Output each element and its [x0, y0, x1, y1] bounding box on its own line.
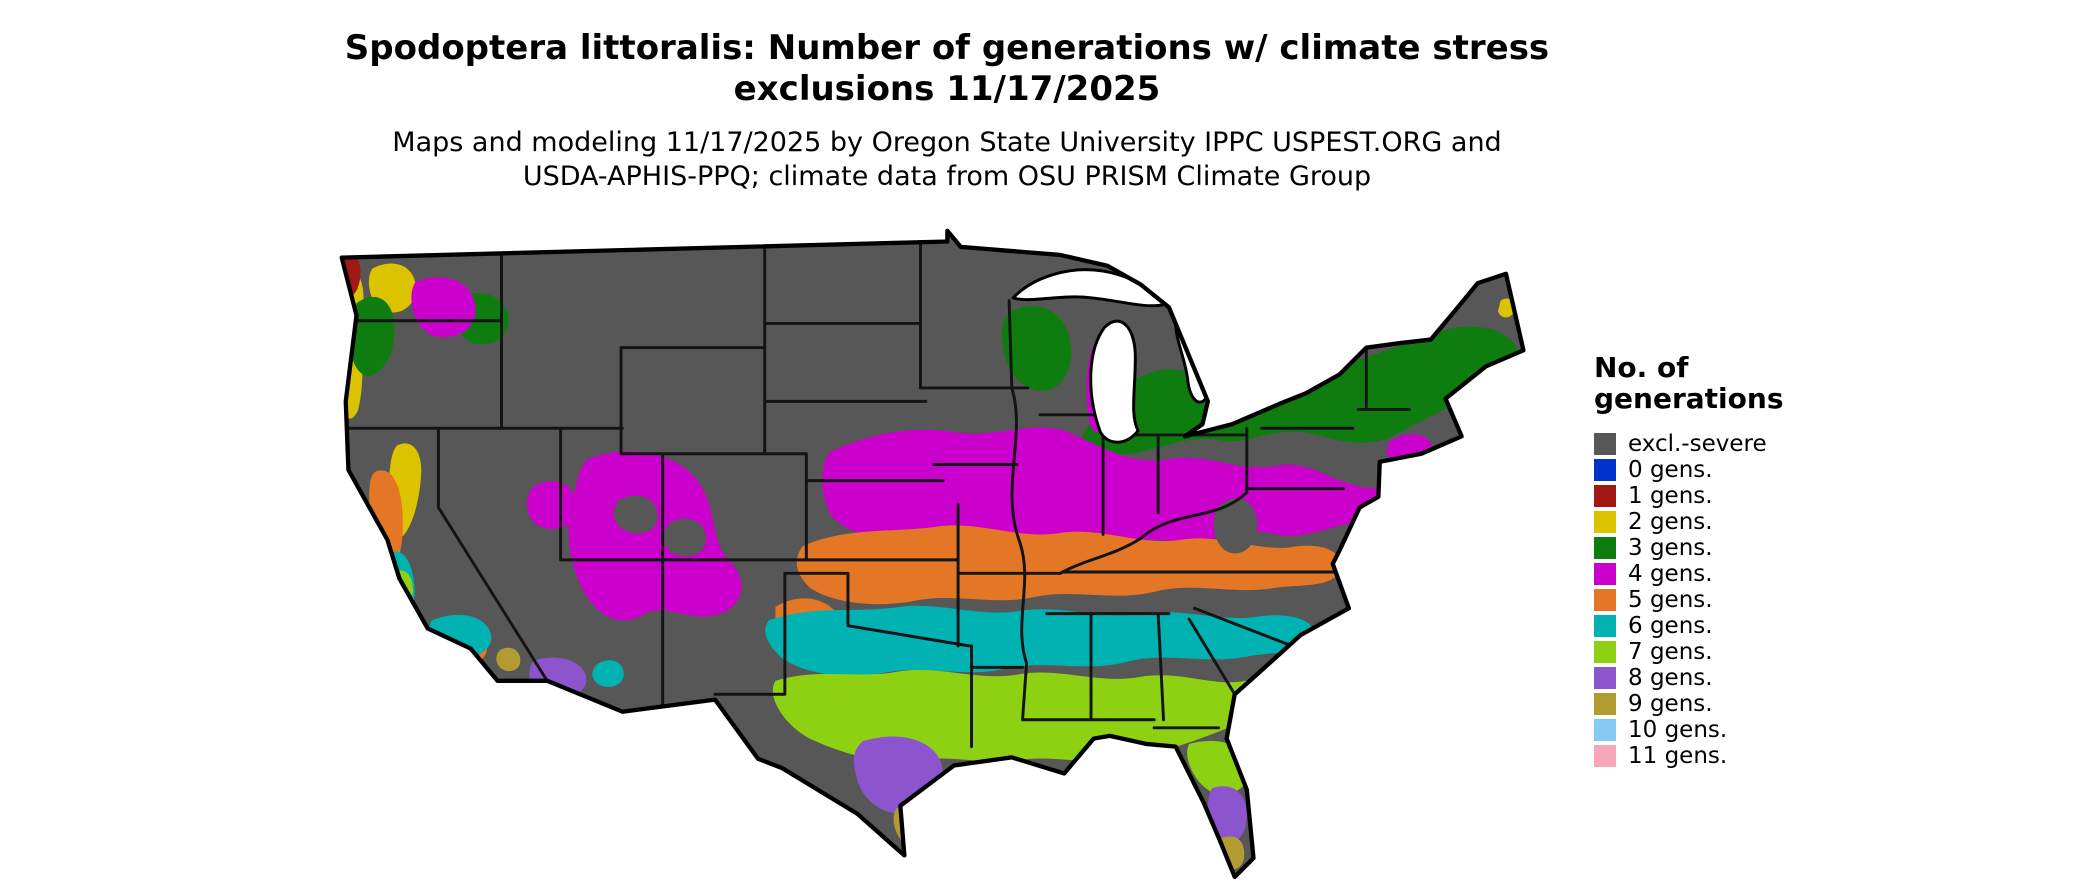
- legend-title: No. of generations: [1594, 352, 1783, 415]
- legend-row: 3 gens.: [1594, 535, 1783, 561]
- legend-label: 9 gens.: [1628, 690, 1713, 717]
- legend-swatch-5-gens: [1594, 588, 1616, 611]
- legend-swatch-10-gens: [1594, 718, 1616, 741]
- legend-label: 5 gens.: [1628, 586, 1713, 613]
- legend-row: 4 gens.: [1594, 561, 1783, 587]
- legend-row: 8 gens.: [1594, 665, 1783, 691]
- legend-label: 1 gens.: [1628, 482, 1713, 509]
- us-generations-map: [335, 220, 1557, 885]
- legend-label: 4 gens.: [1628, 560, 1713, 587]
- legend: No. of generations excl.-severe 0 gens. …: [1594, 352, 1783, 769]
- legend-label: 6 gens.: [1628, 612, 1713, 639]
- page-subtitle-line1: Maps and modeling 11/17/2025 by Oregon S…: [392, 127, 1502, 158]
- legend-row: 2 gens.: [1594, 509, 1783, 535]
- legend-label: 2 gens.: [1628, 508, 1713, 535]
- page-title: Spodoptera littoralis: Number of generat…: [0, 28, 1894, 111]
- us-outline: [339, 228, 1526, 880]
- zone-excl-overlays: [613, 495, 1258, 557]
- lake-michigan: [1089, 319, 1140, 444]
- legend-title-line2: generations: [1594, 382, 1784, 416]
- legend-label: 10 gens.: [1628, 716, 1728, 743]
- state-borders: [344, 240, 1411, 749]
- page-subtitle: Maps and modeling 11/17/2025 by Oregon S…: [0, 126, 1894, 194]
- legend-label: excl.-severe: [1628, 430, 1767, 457]
- legend-row: excl.-severe: [1594, 431, 1783, 457]
- legend-row: 0 gens.: [1594, 457, 1783, 483]
- legend-label: 0 gens.: [1628, 456, 1713, 483]
- legend-swatch-8-gens: [1594, 666, 1616, 689]
- legend-swatch-4-gens: [1594, 562, 1616, 585]
- legend-label: 11 gens.: [1628, 742, 1728, 769]
- legend-swatch-3-gens: [1594, 536, 1616, 559]
- page-subtitle-line2: USDA-APHIS-PPQ; climate data from OSU PR…: [522, 160, 1372, 192]
- legend-row: 10 gens.: [1594, 717, 1783, 743]
- legend-row: 6 gens.: [1594, 613, 1783, 639]
- legend-items: excl.-severe 0 gens. 1 gens. 2 gens. 3 g…: [1594, 431, 1783, 769]
- legend-title-line1: No. of: [1594, 351, 1689, 384]
- legend-row: 5 gens.: [1594, 587, 1783, 613]
- legend-row: 7 gens.: [1594, 639, 1783, 665]
- legend-swatch-11-gens: [1594, 744, 1616, 767]
- page-title-line2: exclusions 11/17/2025: [733, 69, 1161, 110]
- legend-swatch-6-gens: [1594, 614, 1616, 637]
- legend-label: 7 gens.: [1628, 638, 1713, 665]
- legend-row: 9 gens.: [1594, 691, 1783, 717]
- us-map-svg: [339, 228, 1526, 880]
- page-title-line1: Spodoptera littoralis: Number of generat…: [344, 28, 1550, 68]
- legend-label: 8 gens.: [1628, 664, 1713, 691]
- legend-swatch-9-gens: [1594, 692, 1616, 715]
- legend-swatch-excl-severe: [1594, 432, 1616, 455]
- legend-label: 3 gens.: [1628, 534, 1713, 561]
- legend-swatch-1-gens: [1594, 484, 1616, 507]
- legend-row: 1 gens.: [1594, 483, 1783, 509]
- legend-row: 11 gens.: [1594, 743, 1783, 769]
- legend-swatch-7-gens: [1594, 640, 1616, 663]
- legend-swatch-2-gens: [1594, 510, 1616, 533]
- legend-swatch-0-gens: [1594, 458, 1616, 481]
